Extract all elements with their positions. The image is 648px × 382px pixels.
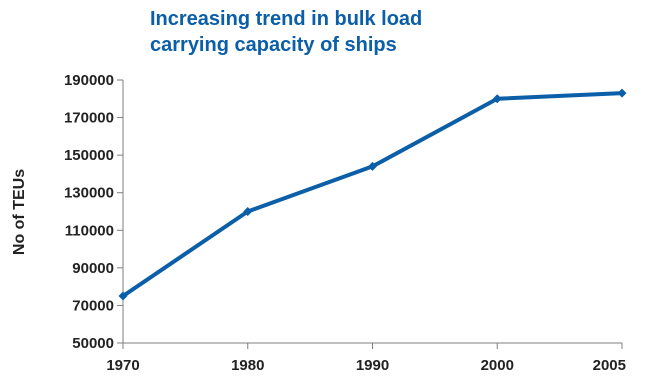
chart-title: Increasing trend in bulk load carrying c… [150,6,530,58]
data-point-marker [368,161,377,171]
y-axis-label: No of TEUs [11,169,28,255]
y-tick-label: 150000 [64,147,114,164]
y-axis-ticks: 50000 70000 90000 110000 130000 150000 170000 1… [64,72,123,352]
data-point-marker [617,88,627,98]
series-markers [118,88,627,301]
chart-title-line-1: Increasing trend in bulk load [150,8,423,30]
y-tick-label: 170000 [64,110,114,127]
x-tick-label: 1970 [106,357,139,374]
x-tick-label: 1990 [356,357,389,374]
y-tick-label: 70000 [72,297,114,314]
data-point-marker [118,291,128,301]
x-axis-ticks: 1970 1980 1990 2000 2005 [106,343,626,374]
y-tick-label: 110000 [65,222,114,239]
data-point-marker [243,207,253,216]
y-tick-label: 90000 [72,260,114,277]
y-tick-label: 130000 [64,185,114,202]
x-tick-label: 2005 [593,357,626,374]
x-tick-label: 2000 [481,357,514,374]
series-line [121,91,623,298]
chart-title-line-2: carrying capacity of ships [150,34,397,56]
data-point-marker [492,94,502,104]
y-tick-label: 190000 [64,72,114,89]
y-tick-label: 50000 [72,335,114,352]
x-tick-label: 1980 [231,357,264,374]
